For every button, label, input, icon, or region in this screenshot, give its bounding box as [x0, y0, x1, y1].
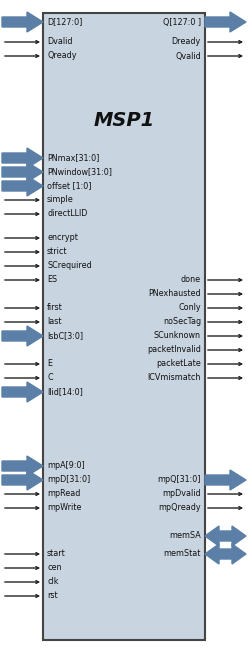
Text: C: C: [47, 373, 53, 382]
Polygon shape: [205, 12, 246, 32]
Text: noSecTag: noSecTag: [163, 317, 201, 327]
Polygon shape: [205, 544, 246, 564]
Polygon shape: [2, 12, 43, 32]
Polygon shape: [205, 526, 246, 546]
Text: mpRead: mpRead: [47, 489, 80, 499]
Text: packetInvalid: packetInvalid: [147, 345, 201, 355]
Polygon shape: [2, 456, 43, 476]
Text: clk: clk: [47, 578, 59, 586]
Text: mpQ[31:0]: mpQ[31:0]: [157, 475, 201, 485]
Text: mpDvalid: mpDvalid: [162, 489, 201, 499]
Text: SCunknown: SCunknown: [154, 331, 201, 341]
Text: SCrequired: SCrequired: [47, 262, 92, 270]
Polygon shape: [205, 470, 246, 490]
Text: mpWrite: mpWrite: [47, 503, 81, 513]
Text: Dready: Dready: [172, 37, 201, 46]
Polygon shape: [2, 382, 43, 402]
Text: memStat: memStat: [164, 550, 201, 558]
Polygon shape: [2, 162, 43, 182]
Text: strict: strict: [47, 248, 67, 256]
Text: packetLate: packetLate: [156, 359, 201, 369]
Text: directLLID: directLLID: [47, 210, 87, 218]
Text: PNwindow[31:0]: PNwindow[31:0]: [47, 167, 112, 177]
Text: Dvalid: Dvalid: [47, 37, 72, 46]
Text: ES: ES: [47, 276, 57, 284]
Text: E: E: [47, 359, 52, 369]
Text: rst: rst: [47, 592, 58, 600]
Text: first: first: [47, 303, 63, 313]
Text: MSP1: MSP1: [93, 110, 155, 129]
Text: llid[14:0]: llid[14:0]: [47, 388, 83, 396]
Text: Q[127:0 ]: Q[127:0 ]: [163, 17, 201, 27]
Text: done: done: [181, 276, 201, 284]
Text: simple: simple: [47, 195, 74, 205]
Polygon shape: [2, 148, 43, 168]
Text: encrypt: encrypt: [47, 234, 78, 242]
Text: Qvalid: Qvalid: [175, 52, 201, 60]
Polygon shape: [2, 326, 43, 346]
Text: cen: cen: [47, 564, 62, 572]
Polygon shape: [2, 176, 43, 196]
Polygon shape: [2, 470, 43, 490]
Text: PNexhausted: PNexhausted: [148, 290, 201, 299]
Text: last: last: [47, 317, 62, 327]
Bar: [43, 13, 205, 640]
Text: memSA: memSA: [169, 531, 201, 540]
Text: mpQready: mpQready: [158, 503, 201, 513]
Text: offset [1:0]: offset [1:0]: [47, 181, 92, 191]
Text: lsbC[3:0]: lsbC[3:0]: [47, 331, 83, 341]
Text: Conly: Conly: [178, 303, 201, 313]
Text: start: start: [47, 550, 66, 558]
Text: Qready: Qready: [47, 52, 76, 60]
Text: D[127:0]: D[127:0]: [47, 17, 82, 27]
Text: ICVmismatch: ICVmismatch: [148, 373, 201, 382]
Text: mpA[9:0]: mpA[9:0]: [47, 461, 85, 471]
Text: mpD[31:0]: mpD[31:0]: [47, 475, 90, 485]
Text: PNmax[31:0]: PNmax[31:0]: [47, 153, 99, 163]
